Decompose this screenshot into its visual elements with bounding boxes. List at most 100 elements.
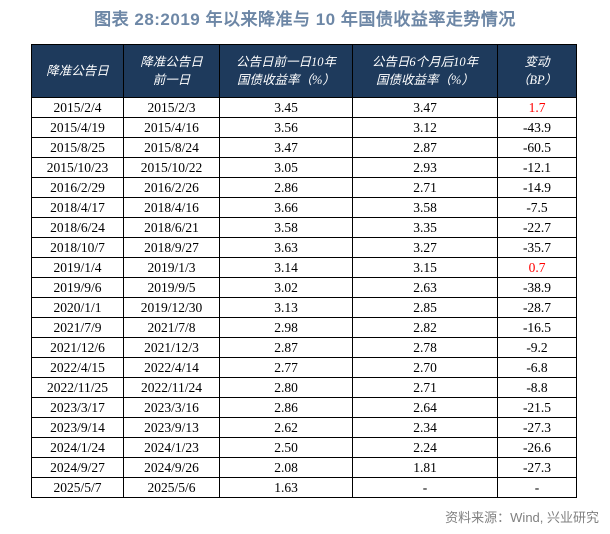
table-row: 2021/7/9 2021/7/8 2.98 2.82 -16.5 bbox=[31, 317, 577, 338]
table-cell: 2018/6/21 bbox=[123, 217, 220, 238]
table-row: 2019/1/4 2019/1/3 3.14 3.15 0.7 bbox=[31, 257, 577, 278]
column-header-line: 国债收益率（%） bbox=[237, 73, 335, 87]
table-cell: 2.86 bbox=[219, 397, 353, 418]
table-cell: -12.1 bbox=[497, 157, 577, 178]
table-cell: 3.45 bbox=[219, 97, 353, 118]
table-cell: 2018/10/7 bbox=[31, 237, 124, 258]
table-cell: 2.63 bbox=[352, 277, 498, 298]
table-cell: 2021/7/8 bbox=[123, 317, 220, 338]
table-cell: 3.27 bbox=[352, 237, 498, 258]
table-row: 2019/9/6 2019/9/5 3.02 2.63 -38.9 bbox=[31, 277, 577, 298]
table-cell: 2.77 bbox=[219, 357, 353, 378]
column-header-line: 降准公告日 bbox=[46, 63, 109, 78]
table-cell: 2023/9/13 bbox=[123, 417, 220, 438]
table-cell: 3.05 bbox=[219, 157, 353, 178]
table-row: 2022/4/15 2022/4/14 2.77 2.70 -6.8 bbox=[31, 357, 577, 378]
table-cell: 2022/4/14 bbox=[123, 357, 220, 378]
table-cell: 2.62 bbox=[219, 417, 353, 438]
table-cell: 2024/9/27 bbox=[31, 457, 124, 478]
table-cell: 2019/1/3 bbox=[123, 257, 220, 278]
column-header: 降准公告日 bbox=[31, 44, 124, 98]
table-cell: 2016/2/26 bbox=[123, 177, 220, 198]
table-cell: 3.47 bbox=[352, 97, 498, 118]
table-cell: -60.5 bbox=[497, 137, 577, 158]
table-cell: -8.8 bbox=[497, 377, 577, 398]
table-cell: -26.6 bbox=[497, 437, 577, 458]
column-header-line: 公告日前一日10年 bbox=[235, 54, 336, 69]
table-cell: -38.9 bbox=[497, 277, 577, 298]
table-row: 2024/9/27 2024/9/26 2.08 1.81 -27.3 bbox=[31, 457, 577, 478]
column-header-line: 降准公告日 bbox=[140, 54, 203, 69]
table-row: 2023/3/17 2023/3/16 2.86 2.64 -21.5 bbox=[31, 397, 577, 418]
table-cell: 2015/2/3 bbox=[123, 97, 220, 118]
table-cell: -21.5 bbox=[497, 397, 577, 418]
table-cell: 2015/4/16 bbox=[123, 117, 220, 138]
table-cell: 3.66 bbox=[219, 197, 353, 218]
table-cell: -28.7 bbox=[497, 297, 577, 318]
table-cell: -6.8 bbox=[497, 357, 577, 378]
table-cell: 2024/1/24 bbox=[31, 437, 124, 458]
table-cell: 2018/6/24 bbox=[31, 217, 124, 238]
table-cell: 3.35 bbox=[352, 217, 498, 238]
table-cell: 2015/4/19 bbox=[31, 117, 124, 138]
table-cell: 2020/1/1 bbox=[31, 297, 124, 318]
table-row: 2024/1/24 2024/1/23 2.50 2.24 -26.6 bbox=[31, 437, 577, 458]
column-header: 变动 （BP） bbox=[497, 44, 577, 98]
table-cell: 3.12 bbox=[352, 117, 498, 138]
table-cell: 3.14 bbox=[219, 257, 353, 278]
table-cell: -27.3 bbox=[497, 457, 577, 478]
table-cell: -9.2 bbox=[497, 337, 577, 358]
table-cell: 2.82 bbox=[352, 317, 498, 338]
table-cell: 0.7 bbox=[497, 257, 577, 278]
table-cell: 2019/12/30 bbox=[123, 297, 220, 318]
table-cell: 3.56 bbox=[219, 117, 353, 138]
table-cell: 2018/4/16 bbox=[123, 197, 220, 218]
table-cell: -35.7 bbox=[497, 237, 577, 258]
table-cell: 2023/3/17 bbox=[31, 397, 124, 418]
table-cell: 2021/12/3 bbox=[123, 337, 220, 358]
table-cell: 2.78 bbox=[352, 337, 498, 358]
column-header-line: 国债收益率（%） bbox=[376, 73, 474, 87]
table-cell: - bbox=[352, 477, 498, 498]
table-row: 2018/4/17 2018/4/16 3.66 3.58 -7.5 bbox=[31, 197, 577, 218]
table-cell: -16.5 bbox=[497, 317, 577, 338]
table-cell: 2025/5/7 bbox=[31, 477, 124, 498]
table-row: 2016/2/29 2016/2/26 2.86 2.71 -14.9 bbox=[31, 177, 577, 198]
table-row: 2021/12/6 2021/12/3 2.87 2.78 -9.2 bbox=[31, 337, 577, 358]
table-cell: 2018/4/17 bbox=[31, 197, 124, 218]
table-cell: 2015/10/23 bbox=[31, 157, 124, 178]
table-cell: 2024/1/23 bbox=[123, 437, 220, 458]
table-row: 2020/1/1 2019/12/30 3.13 2.85 -28.7 bbox=[31, 297, 577, 318]
table-cell: 2019/9/6 bbox=[31, 277, 124, 298]
table-cell: 2.71 bbox=[352, 377, 498, 398]
table-cell: 2023/3/16 bbox=[123, 397, 220, 418]
table-cell: 2.87 bbox=[352, 137, 498, 158]
table-cell: 2021/7/9 bbox=[31, 317, 124, 338]
column-header-line: （BP） bbox=[516, 73, 558, 87]
column-header: 降准公告日 前一日 bbox=[123, 44, 220, 98]
table-cell: 2.85 bbox=[352, 297, 498, 318]
table-cell: -22.7 bbox=[497, 217, 577, 238]
source-note: 资料来源：Wind, 兴业研究 bbox=[445, 510, 599, 525]
table-cell: 2021/12/6 bbox=[31, 337, 124, 358]
column-header-line: 变动 bbox=[524, 54, 550, 69]
table-row: 2018/10/7 2018/9/27 3.63 3.27 -35.7 bbox=[31, 237, 577, 258]
table-cell: 3.58 bbox=[219, 217, 353, 238]
column-header-line: 公告日6个月后10年 bbox=[371, 54, 479, 69]
table-cell: 2015/8/24 bbox=[123, 137, 220, 158]
table-cell: 3.47 bbox=[219, 137, 353, 158]
table-cell: 2.86 bbox=[219, 177, 353, 198]
table-cell: 2019/1/4 bbox=[31, 257, 124, 278]
table-cell: 2015/8/25 bbox=[31, 137, 124, 158]
column-header-line: 前一日 bbox=[152, 73, 191, 87]
table-cell: 3.02 bbox=[219, 277, 353, 298]
table-cell: 2025/5/6 bbox=[123, 477, 220, 498]
table-cell: 3.63 bbox=[219, 237, 353, 258]
table-cell: -43.9 bbox=[497, 117, 577, 138]
table-row: 2015/10/23 2015/10/22 3.05 2.93 -12.1 bbox=[31, 157, 577, 178]
table-cell: 2015/2/4 bbox=[31, 97, 124, 118]
table-cell: 2.08 bbox=[219, 457, 353, 478]
table-body: 2015/2/4 2015/2/3 3.45 3.47 1.7 2015/4/19 2015… bbox=[31, 97, 577, 498]
table-cell: 2.64 bbox=[352, 397, 498, 418]
table-cell: 1.7 bbox=[497, 97, 577, 118]
